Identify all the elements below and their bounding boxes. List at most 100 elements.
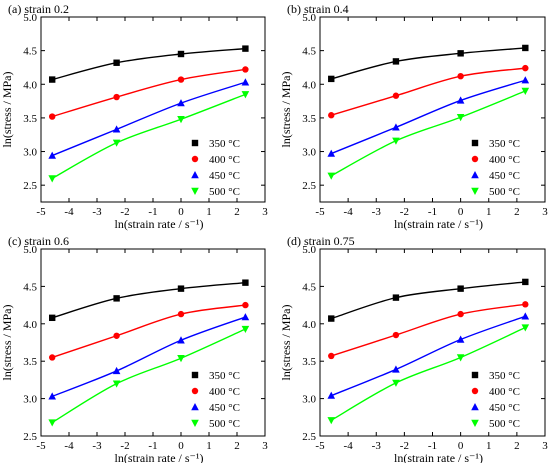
panel-title: (a) strain 0.2: [8, 2, 69, 16]
legend-marker-2: [471, 387, 479, 395]
data-point-series-2: [177, 76, 185, 83]
data-point-series-4: [112, 139, 121, 147]
legend-label-3: 450 °C: [489, 170, 520, 182]
x-tick-label: 1: [486, 206, 492, 218]
y-axis-label: ln(stress / MPa): [279, 72, 293, 148]
data-point-series-1: [522, 278, 529, 286]
data-point-series-1: [242, 279, 249, 286]
data-point-series-2: [328, 112, 335, 119]
x-tick-label: -4: [64, 206, 74, 218]
data-point-series-4: [241, 91, 250, 99]
x-tick-label: -3: [92, 440, 102, 452]
x-tick-label: -2: [400, 440, 409, 452]
y-tick-label: 3.0: [302, 147, 316, 159]
y-tick-label: 2.5: [23, 180, 37, 192]
data-point-series-2: [457, 73, 464, 80]
y-tick-label: 3.0: [23, 147, 37, 159]
data-point-series-2: [522, 64, 529, 72]
data-point-series-3: [112, 125, 121, 133]
legend-marker-4: [191, 419, 199, 427]
x-tick-label: 2: [234, 440, 240, 452]
data-point-series-3: [521, 76, 530, 84]
y-tick-label: 5.0: [23, 12, 37, 24]
panel-title: (b) strain 0.4: [287, 2, 349, 16]
y-tick-label: 4.0: [23, 79, 37, 91]
legend-label-3: 450 °C: [209, 170, 240, 182]
series-line-4: [51, 93, 246, 180]
series-line-1: [51, 281, 246, 319]
data-point-series-4: [456, 114, 465, 122]
legend-marker-1: [471, 371, 479, 379]
y-tick-label: 4.5: [302, 46, 316, 58]
legend-marker-3: [191, 171, 199, 179]
data-point-series-4: [177, 116, 185, 124]
y-tick-label: 3.5: [23, 356, 37, 368]
series-line-4: [330, 90, 526, 177]
data-point-series-1: [113, 59, 120, 66]
y-axis-label: ln(stress / MPa): [279, 305, 293, 381]
data-point-series-3: [521, 312, 530, 320]
series-line-3: [330, 315, 526, 397]
series-line-1: [331, 281, 526, 320]
legend-label-1: 350 °C: [209, 138, 240, 150]
panel-title: (d) strain 0.75: [287, 234, 355, 248]
data-point-series-1: [392, 58, 400, 65]
x-tick-label: -5: [315, 440, 325, 452]
x-tick-label: 3: [542, 440, 548, 452]
y-tick-label: 4.0: [302, 79, 316, 91]
y-tick-label: 5.0: [302, 244, 316, 256]
y-tick-label: 2.5: [302, 180, 316, 192]
x-tick-label: -4: [64, 440, 74, 452]
data-point-series-3: [327, 391, 336, 399]
legend-label-4: 500 °C: [209, 186, 240, 198]
x-tick-label: 2: [234, 206, 240, 218]
data-point-series-4: [48, 175, 56, 183]
y-tick-label: 2.5: [302, 431, 316, 443]
data-point-series-3: [392, 365, 400, 373]
x-tick-label: -3: [372, 206, 382, 218]
data-point-series-2: [457, 310, 464, 318]
legend-label-1: 350 °C: [489, 138, 520, 150]
x-tick-label: 1: [206, 440, 212, 452]
x-tick-label: -2: [400, 206, 409, 218]
legend-marker-3: [471, 403, 479, 411]
series-line-4: [51, 328, 246, 424]
x-tick-label: -5: [36, 206, 46, 218]
data-point-series-4: [112, 380, 121, 388]
data-point-series-1: [522, 44, 529, 52]
legend-label-3: 450 °C: [489, 402, 520, 414]
x-tick-label: 0: [178, 206, 184, 218]
x-tick-label: -2: [120, 440, 129, 452]
data-point-series-2: [392, 331, 400, 339]
x-axis-label: ln(strain rate / s⁻¹): [394, 451, 483, 463]
legend-label-4: 500 °C: [489, 186, 520, 198]
data-point-series-4: [177, 355, 185, 363]
data-point-series-3: [327, 149, 336, 157]
data-point-series-1: [177, 50, 185, 58]
data-point-series-3: [456, 96, 465, 104]
data-point-series-3: [241, 78, 250, 86]
data-point-series-4: [241, 325, 250, 334]
x-tick-label: -5: [36, 440, 46, 452]
data-point-series-2: [49, 113, 56, 120]
data-point-series-3: [392, 123, 400, 131]
chart-panel-4: -5 -4 -3 -2 -1 0 1 2 3 2.5 3.0 3.5 4.0 4.5 5.0(d) stra…: [279, 234, 548, 463]
data-point-series-1: [392, 294, 400, 301]
legend-marker-3: [471, 171, 479, 179]
x-tick-label: -3: [372, 440, 382, 452]
x-tick-label: -1: [428, 440, 437, 452]
x-tick-label: 0: [458, 440, 464, 452]
series-line-4: [330, 326, 526, 421]
x-tick-label: 0: [458, 206, 464, 218]
data-point-series-4: [48, 419, 56, 427]
data-point-series-4: [392, 379, 400, 387]
legend-marker-4: [471, 187, 479, 195]
x-tick-label: 2: [514, 440, 520, 452]
x-axis-label: ln(strain rate / s⁻¹): [115, 451, 204, 463]
data-point-series-1: [177, 285, 185, 292]
data-point-series-4: [327, 417, 336, 425]
x-axis-label: ln(strain rate / s⁻¹): [394, 217, 483, 231]
legend-marker-4: [471, 419, 479, 427]
y-tick-label: 5.0: [302, 12, 316, 24]
data-point-series-2: [113, 332, 120, 339]
